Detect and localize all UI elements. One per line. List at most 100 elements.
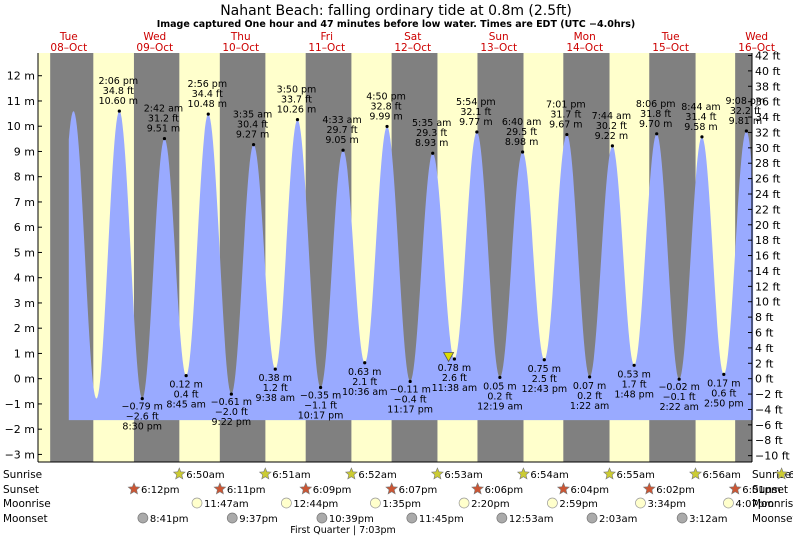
sunrise-time: 6:50am — [186, 470, 224, 481]
sunset-icon — [213, 482, 227, 495]
tide-point — [452, 357, 456, 361]
tide-time-label: 7:01 pm — [546, 100, 586, 111]
right-tick-label: 26 ft — [755, 173, 781, 186]
tide-m-label: 10.48 m — [188, 99, 227, 110]
tide-m-label: 0.12 m — [169, 380, 202, 391]
sunset-row-label-right: Sunset — [752, 484, 788, 496]
sunset-icon — [385, 482, 399, 495]
tide-point — [431, 151, 435, 155]
tide-point — [722, 372, 726, 376]
moonrise-time: 3:34pm — [647, 499, 686, 510]
chart-title: Nahant Beach: falling ordinary tide at 0… — [220, 3, 572, 19]
tide-m-label: 0.07 m — [573, 381, 606, 392]
tide-time-label: 5:54 pm — [456, 97, 496, 108]
tide-ft-label: 29.5 ft — [506, 127, 537, 138]
sunrise-icon — [516, 467, 530, 480]
moonrise-time: 11:47am — [204, 499, 249, 510]
tide-ft-label: 2.6 ft — [442, 373, 467, 384]
tide-ft-label: 1.7 ft — [622, 379, 647, 390]
sunset-icon — [127, 482, 141, 495]
left-tick-label: 6 m — [14, 221, 35, 234]
tide-time-label: 5:35 am — [412, 118, 451, 129]
right-tick-label: −8 ft — [755, 434, 783, 447]
day-weekday: Tue — [59, 31, 78, 43]
right-tick-label: 28 ft — [755, 157, 781, 170]
tide-time-label: 3:50 pm — [277, 85, 317, 96]
sunset-row-label-left: Sunset — [3, 484, 39, 496]
day-weekday: Sat — [404, 31, 421, 43]
sunrise-icon — [689, 467, 702, 480]
moonrise-icon — [547, 497, 558, 509]
sunrise-time: 6:56am — [703, 470, 741, 481]
tide-ft-label: 31.2 ft — [148, 114, 179, 125]
tide-point — [117, 109, 121, 113]
tide-m-label: 9.99 m — [369, 111, 402, 122]
tide-time-label: 8:06 pm — [636, 99, 676, 110]
right-tick-label: 32 ft — [755, 126, 781, 139]
tide-time-label: 9:08 pm — [726, 96, 766, 107]
day-date: 15–Oct — [652, 42, 689, 54]
tide-point — [363, 361, 367, 365]
right-tick-label: 10 ft — [755, 296, 781, 309]
day-date: 13–Oct — [480, 42, 517, 54]
day-date: 08–Oct — [50, 42, 87, 54]
tide-m-label: 9.77 m — [459, 117, 492, 128]
moonset-icon — [496, 512, 508, 524]
tide-m-label: 8.93 m — [415, 138, 448, 149]
day-weekday: Thu — [230, 31, 251, 43]
tide-time-label: 12:19 am — [477, 401, 522, 412]
tide-m-label: −0.61 m — [211, 397, 252, 408]
tide-time-label: 7:44 am — [592, 111, 631, 122]
left-tick-label: 2 m — [14, 322, 35, 335]
sunset-icon — [299, 482, 313, 495]
tide-point — [632, 363, 636, 367]
tide-ft-label: 0.2 ft — [487, 391, 512, 402]
right-tick-label: 12 ft — [755, 280, 781, 293]
tide-ft-label: −2.6 ft — [126, 412, 159, 423]
day-weekday: Wed — [745, 31, 768, 43]
moonrise-icon — [635, 497, 646, 509]
left-tick-label: 11 m — [7, 95, 35, 108]
moonset-time: 12:53am — [509, 514, 554, 525]
tide-curve — [68, 111, 754, 421]
sunrise-time: 6:51am — [272, 470, 310, 481]
sunset-icon — [728, 482, 742, 495]
left-tick-label: −2 m — [5, 423, 35, 436]
tide-point — [251, 143, 256, 147]
right-tick-label: 14 ft — [755, 265, 781, 278]
right-tick-label: 8 ft — [755, 311, 774, 324]
tide-point — [140, 397, 144, 401]
day-date: 09–Oct — [136, 42, 173, 54]
left-tick-label: 4 m — [14, 272, 35, 285]
right-tick-label: 42 ft — [755, 49, 781, 62]
tide-ft-label: 0.4 ft — [174, 390, 199, 401]
moon-phase-note: First Quarter | 7:03pm — [290, 525, 396, 536]
tide-point — [588, 375, 592, 379]
day-weekday: Tue — [661, 31, 680, 43]
tide-time-label: 8:45 am — [166, 400, 205, 411]
tide-time-label: 2:56 pm — [187, 79, 227, 90]
sunset-time: 6:07pm — [399, 485, 438, 496]
right-tick-label: −4 ft — [755, 403, 783, 416]
tide-area — [68, 111, 754, 421]
moonset-icon — [137, 512, 149, 524]
tide-ft-label: 29.3 ft — [416, 128, 447, 139]
day-weekday: Sun — [489, 31, 509, 43]
moonrise-row-label-left: Moonrise — [3, 498, 51, 510]
sunset-time: 6:06pm — [485, 485, 524, 496]
right-tick-label: 40 ft — [755, 65, 781, 78]
tide-point — [206, 112, 210, 116]
tide-m-label: −0.79 m — [122, 402, 163, 413]
sunrise-time: 6:54am — [530, 470, 568, 481]
left-tick-label: 1 m — [14, 347, 35, 360]
tide-point — [521, 150, 525, 154]
tide-point — [610, 144, 614, 148]
moonrise-icon — [191, 497, 203, 509]
tide-time-label: 1:48 pm — [614, 389, 654, 400]
right-tick-label: −2 ft — [755, 388, 783, 401]
tide-time-label: 2:22 am — [659, 402, 698, 413]
sunrise-icon — [603, 467, 616, 480]
sunrise-icon — [172, 467, 186, 480]
left-tick-label: 3 m — [14, 297, 35, 310]
